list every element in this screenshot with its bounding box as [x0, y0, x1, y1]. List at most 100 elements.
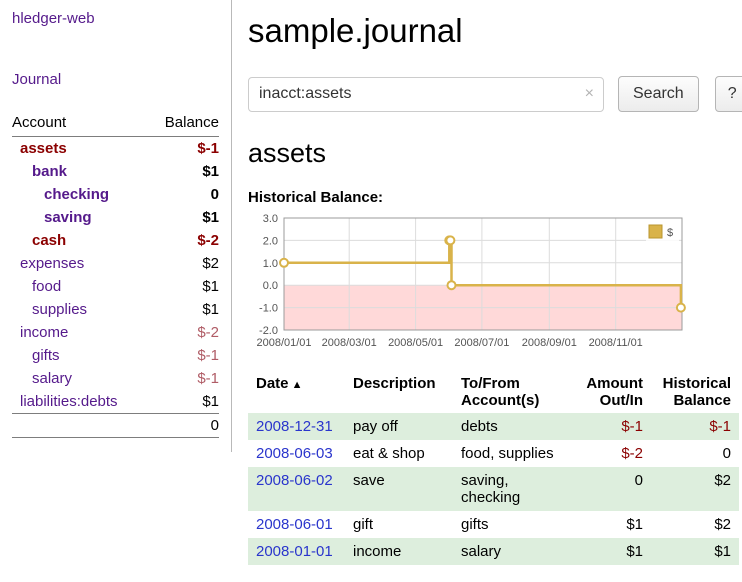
- account-balance: $-1: [197, 347, 219, 364]
- help-button[interactable]: ?: [714, 76, 742, 112]
- transaction-date-link[interactable]: 2008-01-01: [256, 543, 333, 560]
- account-row: cash $-2: [12, 229, 219, 252]
- x-tick-label: 2008/01/01: [256, 337, 311, 349]
- legend-label: $: [667, 227, 673, 239]
- account-heading: assets: [248, 138, 327, 168]
- sort-ascending-icon: ▲: [288, 379, 303, 391]
- account-link-cash[interactable]: cash: [32, 232, 67, 249]
- transaction-date-link[interactable]: 2008-06-01: [256, 516, 333, 533]
- register-row: 2008-12-31 pay off debts $-1 $-1: [248, 413, 739, 440]
- register-description: eat & shop: [353, 445, 425, 462]
- accounts-header-account: Account: [12, 112, 149, 137]
- account-link-expenses[interactable]: expenses: [20, 255, 85, 272]
- register-row: 2008-06-01 gift gifts $1 $2: [248, 511, 739, 538]
- account-balance: $-2: [197, 232, 219, 249]
- account-link-bank[interactable]: bank: [32, 163, 68, 180]
- account-balance: $1: [202, 301, 219, 318]
- register-description: save: [353, 472, 385, 489]
- account-row: liabilities:debts $1: [12, 390, 219, 414]
- x-tick-label: 2008/11/01: [589, 337, 643, 349]
- register-description: gift: [353, 516, 374, 533]
- register-header-amount-out-in[interactable]: Amount Out/In: [586, 375, 643, 409]
- account-row: bank $1: [12, 160, 219, 183]
- account-row: expenses $2: [12, 252, 219, 275]
- chart-title: Historical Balance:: [248, 189, 384, 206]
- account-balance: $2: [202, 255, 219, 272]
- account-link-food[interactable]: food: [32, 278, 62, 295]
- data-point-marker: [445, 235, 456, 246]
- register-header-to-from-account-s-[interactable]: To/From Account(s): [461, 375, 540, 409]
- y-tick-label: 1.0: [263, 258, 278, 270]
- account-balance: $-2: [197, 324, 219, 341]
- y-tick-label: -2.0: [259, 325, 278, 337]
- account-link-salary[interactable]: salary: [32, 370, 73, 387]
- y-tick-label: -1.0: [259, 303, 278, 315]
- account-link-liabilities-debts[interactable]: liabilities:debts: [20, 393, 118, 410]
- account-row: saving $1: [12, 206, 219, 229]
- account-balance: $-1: [197, 370, 219, 387]
- account-link-assets[interactable]: assets: [20, 140, 67, 157]
- register-balance: $2: [714, 516, 731, 533]
- register-amount: $1: [626, 516, 643, 533]
- search-input[interactable]: [248, 76, 604, 112]
- register-row: 2008-06-03 eat & shop food, supplies $-2 0: [248, 440, 739, 467]
- page-title: sample.journal: [248, 12, 463, 49]
- x-tick-label: 2008/03/01: [322, 337, 377, 349]
- account-balance: $1: [202, 163, 219, 180]
- main-content: sample.journal × Search ? assets Histori…: [232, 0, 742, 565]
- account-row: assets $-1: [12, 137, 219, 161]
- transaction-date-link[interactable]: 2008-06-02: [256, 472, 333, 489]
- account-balance: 0: [210, 186, 219, 203]
- register-accounts: gifts: [461, 516, 489, 533]
- accounts-header-row: Account Balance: [12, 112, 219, 137]
- legend-color-swatch: [648, 224, 663, 239]
- account-row: salary $-1: [12, 367, 219, 390]
- account-link-gifts[interactable]: gifts: [32, 347, 60, 364]
- account-balance: $-1: [197, 140, 219, 157]
- register-balance: 0: [722, 445, 731, 462]
- account-balance: $1: [202, 393, 219, 410]
- account-link-income[interactable]: income: [20, 324, 69, 341]
- transaction-date-link[interactable]: 2008-06-03: [256, 445, 333, 462]
- account-balance: $1: [202, 209, 219, 226]
- x-tick-label: 2008/05/01: [388, 337, 443, 349]
- register-amount: 0: [634, 472, 643, 489]
- search-bar: × Search ?: [248, 76, 742, 112]
- hledger-web-app: hledger-web Journal Account Balance asse…: [12, 0, 742, 565]
- account-link-supplies[interactable]: supplies: [32, 301, 88, 318]
- account-row: gifts $-1: [12, 344, 219, 367]
- account-link-checking[interactable]: checking: [44, 186, 110, 203]
- data-point-marker: [446, 280, 457, 291]
- register-header-date[interactable]: Date ▲: [256, 375, 303, 392]
- sidebar-item-journal[interactable]: Journal: [12, 71, 62, 88]
- account-row: income $-2: [12, 321, 219, 344]
- account-balance: $1: [202, 278, 219, 295]
- register-accounts: debts: [461, 418, 498, 435]
- register-accounts: saving, checking: [461, 472, 521, 506]
- account-row: checking 0: [12, 183, 219, 206]
- accounts-table: Account Balance assets $-1 bank $1 checking 0…: [12, 112, 219, 438]
- register-description: pay off: [353, 418, 398, 435]
- search-box: ×: [248, 76, 604, 112]
- register-header-historical-balance[interactable]: Historical Balance: [662, 375, 731, 409]
- app-title-link[interactable]: hledger-web: [12, 10, 95, 27]
- accounts-total-balance: 0: [148, 413, 219, 438]
- register-header-description[interactable]: Description: [353, 375, 436, 392]
- x-tick-label: 2008/09/01: [522, 337, 577, 349]
- accounts-total-row: 0: [12, 413, 219, 438]
- register-row: 2008-06-02 save saving, checking 0 $2: [248, 467, 739, 511]
- account-link-saving[interactable]: saving: [44, 209, 92, 226]
- clear-search-icon[interactable]: ×: [584, 84, 594, 102]
- register-description: income: [353, 543, 402, 560]
- search-button[interactable]: Search: [618, 76, 699, 112]
- y-tick-label: 3.0: [263, 213, 278, 225]
- register-balance: $1: [714, 543, 731, 560]
- y-tick-label: 2.0: [263, 235, 278, 247]
- register-amount: $-1: [621, 418, 643, 435]
- y-tick-label: 0.0: [263, 280, 278, 292]
- register-amount: $-2: [621, 445, 643, 462]
- transaction-date-link[interactable]: 2008-12-31: [256, 418, 333, 435]
- accounts-header-balance: Balance: [148, 112, 219, 137]
- register-amount: $1: [626, 543, 643, 560]
